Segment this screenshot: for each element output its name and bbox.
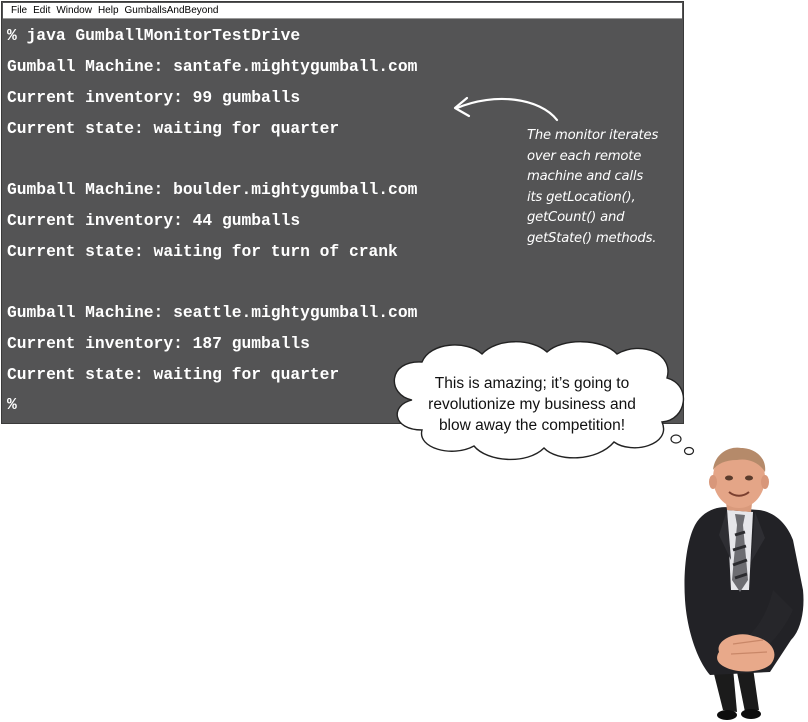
terminal-line: Current inventory: 99 gumballs xyxy=(7,88,301,107)
menu-gumballsandbeyond[interactable]: GumballsAndBeyond xyxy=(124,4,219,16)
curved-arrow-icon xyxy=(453,96,559,122)
menu-window[interactable]: Window xyxy=(56,4,92,16)
menu-bar: File Edit Window Help GumballsAndBeyond xyxy=(3,3,682,19)
terminal-line: Gumball Machine: santafe.mightygumball.c… xyxy=(7,57,418,76)
terminal-output[interactable]: % java GumballMonitorTestDrive Gumball M… xyxy=(7,20,679,419)
terminal-command-line: % java GumballMonitorTestDrive xyxy=(7,26,301,45)
menu-file[interactable]: File xyxy=(11,4,28,16)
businessman-illustration xyxy=(684,447,804,720)
terminal-line: Current inventory: 187 gumballs xyxy=(7,334,310,353)
terminal-line: Current state: waiting for quarter xyxy=(7,365,340,384)
terminal-line: Current state: waiting for quarter xyxy=(7,119,340,138)
menu-edit[interactable]: Edit xyxy=(33,4,51,16)
annotation-line: The monitor iterates xyxy=(527,128,659,143)
terminal-line: Current state: waiting for turn of crank xyxy=(7,242,398,261)
terminal-line: Gumball Machine: seattle.mightygumball.c… xyxy=(7,303,418,322)
terminal-prompt: % xyxy=(7,395,17,414)
thought-bubble xyxy=(393,341,695,461)
annotation-note: The monitor iterates over each remote ma… xyxy=(527,126,687,249)
menu-help[interactable]: Help xyxy=(97,4,119,16)
annotation-line: getCount() and xyxy=(527,210,625,225)
annotation-line: getState() methods. xyxy=(527,230,657,246)
bubble-line: This is amazing; it’s going to xyxy=(434,375,630,392)
terminal-line: Current inventory: 44 gumballs xyxy=(7,211,301,230)
annotation-line: its getLocation(), xyxy=(527,189,636,205)
bubble-line: revolutionize my business and xyxy=(428,396,636,413)
annotation-line: over each remote xyxy=(527,148,642,164)
speech-bubble-text: This is amazing; it’s going to revolutio… xyxy=(412,373,652,436)
terminal-line: Gumball Machine: boulder.mightygumball.c… xyxy=(7,180,418,199)
annotation-line: machine and calls xyxy=(527,169,643,184)
terminal-window: File Edit Window Help GumballsAndBeyond … xyxy=(1,1,684,424)
bubble-line: blow away the competition! xyxy=(438,417,626,434)
